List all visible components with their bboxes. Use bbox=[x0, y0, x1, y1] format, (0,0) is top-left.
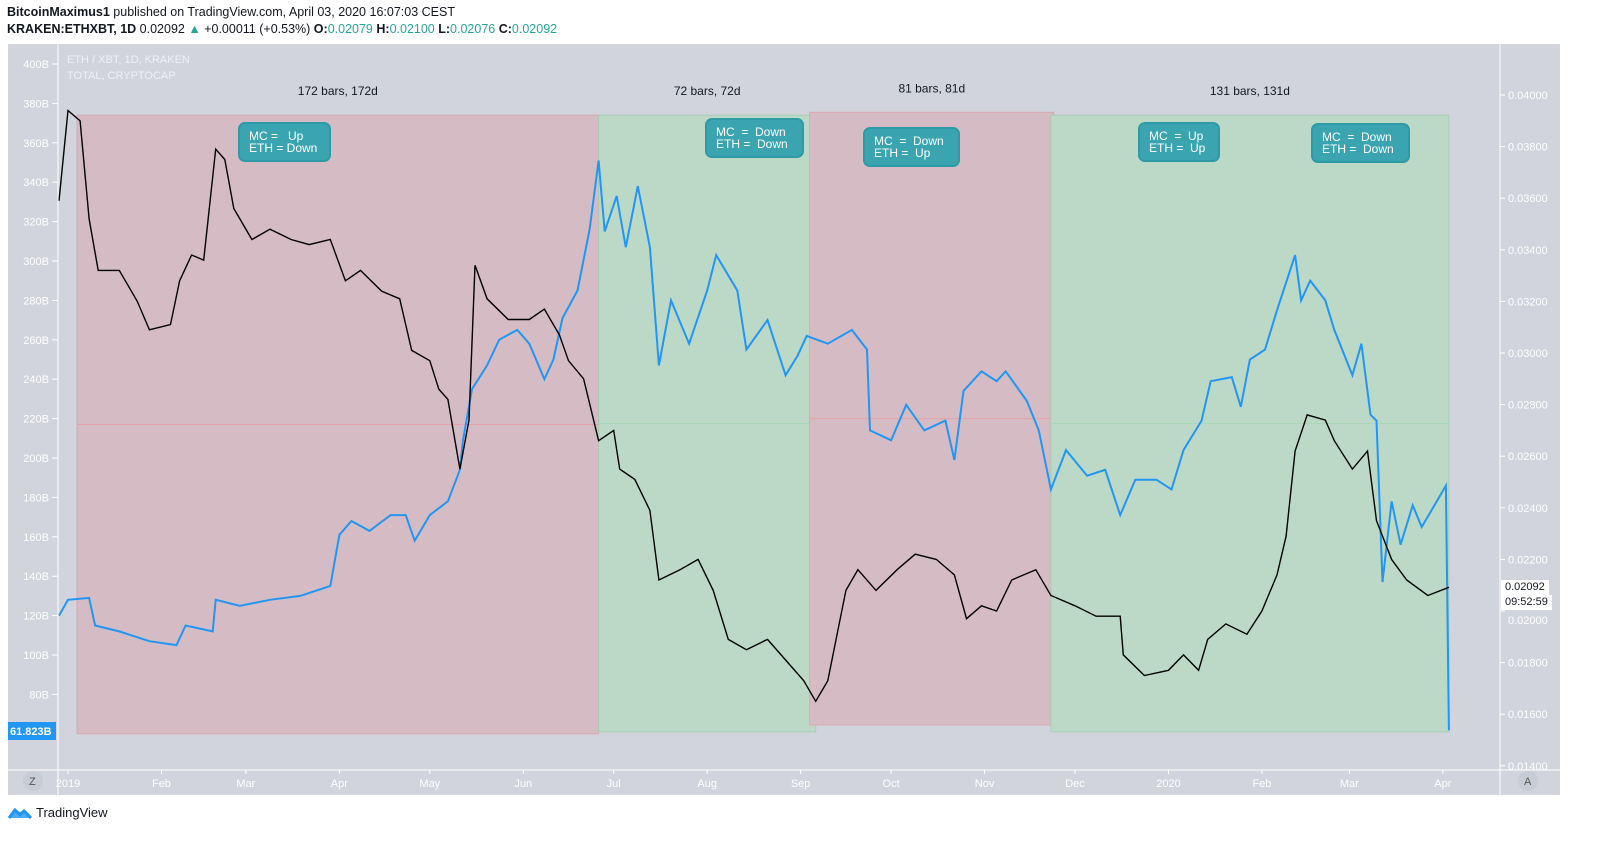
callout-note[interactable]: MC = Down ETH = Up bbox=[863, 127, 960, 167]
time-tick-label: Mar bbox=[1340, 778, 1359, 790]
last-price: 0.02092 bbox=[139, 22, 185, 36]
left-tick-label: 200B bbox=[23, 453, 49, 465]
left-tick-label: 260B bbox=[23, 335, 49, 347]
right-tick-label: 0.03600 bbox=[1508, 193, 1548, 205]
time-tick-label: 2019 bbox=[56, 778, 80, 790]
legend-eth[interactable]: ETH / XBT, 1D, KRAKEN bbox=[67, 54, 190, 66]
time-tick-label: Nov bbox=[975, 778, 995, 790]
time-tick-label: Apr bbox=[1434, 778, 1451, 790]
time-tick-label: Jul bbox=[607, 778, 621, 790]
left-tick-label: 220B bbox=[23, 414, 49, 426]
left-last-value-bg bbox=[8, 722, 56, 740]
left-tick-label: 140B bbox=[23, 571, 49, 583]
eth-xbt-line bbox=[58, 109, 1450, 703]
right-tick-label: 0.02600 bbox=[1508, 451, 1548, 463]
time-tick-label: Feb bbox=[152, 778, 171, 790]
callout-note[interactable]: MC = Up ETH = Up bbox=[1138, 122, 1220, 162]
author-link[interactable]: BitcoinMaximus1 bbox=[7, 5, 110, 19]
current-price-label: 0.02092 bbox=[1501, 580, 1549, 595]
left-last-value: 61.823B bbox=[10, 726, 52, 738]
right-tick-label: 0.02400 bbox=[1508, 503, 1548, 515]
time-tick-label: Feb bbox=[1252, 778, 1271, 790]
zone-duration-label: 81 bars, 81d bbox=[898, 81, 965, 95]
time-tick-label: Aug bbox=[697, 778, 717, 790]
right-tick-label: 0.04000 bbox=[1508, 90, 1548, 102]
left-tick-label: 240B bbox=[23, 374, 49, 386]
up-arrow-icon: ▲ bbox=[188, 22, 201, 36]
brand-name: TradingView bbox=[36, 805, 108, 820]
symbol: KRAKEN:ETHXBT, 1D bbox=[7, 22, 137, 36]
left-tick-label: 100B bbox=[23, 650, 49, 662]
high-value: 0.02100 bbox=[389, 22, 435, 36]
low-value: 0.02076 bbox=[450, 22, 496, 36]
left-tick-label: 400B bbox=[23, 59, 49, 71]
open-value: 0.02079 bbox=[327, 22, 373, 36]
bar-countdown: 09:52:59 bbox=[1501, 595, 1552, 610]
low-label: L: bbox=[438, 22, 451, 36]
auto-scale-label: A bbox=[1524, 776, 1532, 788]
change: +0.00011 (+0.53%) bbox=[204, 22, 311, 36]
auto-scale-button[interactable] bbox=[1518, 771, 1538, 791]
open-label: O: bbox=[313, 22, 328, 36]
time-tick-label: Dec bbox=[1065, 778, 1085, 790]
time-tick-label: Apr bbox=[331, 778, 348, 790]
right-tick-label: 0.03200 bbox=[1508, 296, 1548, 308]
right-tick-label: 0.01800 bbox=[1508, 658, 1548, 670]
close-value: 0.02092 bbox=[511, 22, 558, 36]
z-button[interactable] bbox=[23, 771, 43, 791]
left-tick-label: 120B bbox=[23, 611, 49, 623]
right-tick-label: 0.03800 bbox=[1508, 142, 1548, 154]
time-tick-label: Oct bbox=[883, 778, 900, 790]
tradingview-cloud-icon bbox=[8, 807, 32, 819]
time-tick-label: Mar bbox=[236, 778, 255, 790]
publish-text: published on TradingView.com, April 03, … bbox=[113, 5, 455, 19]
left-tick-label: 380B bbox=[23, 98, 49, 110]
left-tick-label: 320B bbox=[23, 217, 49, 229]
right-tick-label: 0.02000 bbox=[1508, 615, 1548, 627]
high-label: H: bbox=[376, 22, 390, 36]
time-tick-label: 2020 bbox=[1156, 778, 1180, 790]
left-tick-label: 80B bbox=[29, 689, 49, 701]
left-tick-label: 160B bbox=[23, 532, 49, 544]
total-market-cap-line bbox=[58, 160, 1450, 731]
callout-note[interactable]: MC = Down ETH = Down bbox=[705, 118, 804, 158]
left-tick-label: 280B bbox=[23, 295, 49, 307]
tradingview-logo[interactable]: TradingView bbox=[8, 805, 108, 820]
right-tick-label: 0.01600 bbox=[1508, 709, 1548, 721]
left-tick-label: 180B bbox=[23, 492, 49, 504]
zone-duration-label: 172 bars, 172d bbox=[298, 84, 378, 98]
publish-info: BitcoinMaximus1 published on TradingView… bbox=[7, 5, 455, 19]
time-tick-label: Sep bbox=[791, 778, 811, 790]
z-button-label: Z bbox=[29, 776, 36, 788]
callout-note[interactable]: MC = Down ETH = Down bbox=[1311, 123, 1410, 163]
right-tick-label: 0.02200 bbox=[1508, 554, 1548, 566]
left-tick-label: 340B bbox=[23, 177, 49, 189]
right-tick-label: 0.03000 bbox=[1508, 348, 1548, 360]
zone-duration-label: 72 bars, 72d bbox=[674, 84, 741, 98]
zone-duration-label: 131 bars, 131d bbox=[1210, 84, 1290, 98]
close-label: C: bbox=[498, 22, 512, 36]
symbol-info: KRAKEN:ETHXBT, 1D 0.02092 ▲ +0.00011 (+0… bbox=[7, 22, 557, 36]
left-tick-label: 300B bbox=[23, 256, 49, 268]
time-tick-label: Jun bbox=[514, 778, 532, 790]
legend-total[interactable]: TOTAL, CRYPTOCAP bbox=[67, 70, 176, 82]
right-tick-label: 0.03400 bbox=[1508, 245, 1548, 257]
callout-note[interactable]: MC = Up ETH = Down bbox=[238, 122, 331, 162]
right-tick-label: 0.01400 bbox=[1508, 761, 1548, 773]
left-tick-label: 360B bbox=[23, 138, 49, 150]
right-tick-label: 0.02800 bbox=[1508, 400, 1548, 412]
time-tick-label: May bbox=[419, 778, 440, 790]
